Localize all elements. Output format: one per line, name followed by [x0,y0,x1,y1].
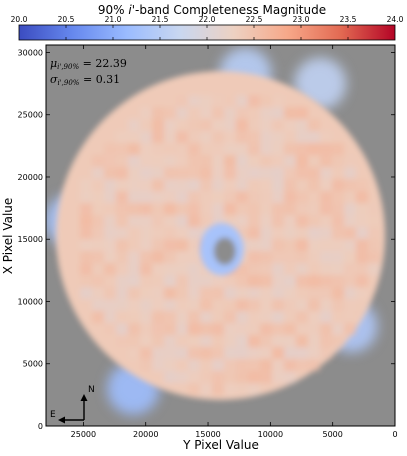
plot-area [46,45,395,426]
colorbar-tick-label: 20.0 [11,15,28,24]
y-tick-label: 20000 [18,173,43,182]
north-arrowhead-icon [80,394,88,401]
colorbar-tick-label: 23.0 [293,15,310,24]
stats-annotation: μi',90% = 22.39 σi',90% = 0.31 [50,57,127,87]
completeness-map [46,47,386,415]
x-tick-label: 25000 [71,430,96,439]
mu-annotation: μi',90% = 22.39 [50,57,127,71]
x-axis-label: Y Pixel Value [182,438,259,452]
x-axis: 25000 20000 15000 10000 5000 0 [71,45,398,439]
x-tick-label: 10000 [258,430,283,439]
colorbar-tick-label: 23.5 [340,15,357,24]
compass-north-label: N [88,385,95,395]
y-tick-label: 30000 [18,48,43,57]
x-tick-label: 20000 [133,430,158,439]
y-tick-label: 5000 [23,360,43,369]
central-hole [199,223,244,276]
colorbar-tick-label: 22.5 [246,15,263,24]
y-axis: 0 5000 10000 15000 20000 25000 30000 [18,48,395,431]
colorbar-tick-label: 22.0 [199,15,216,24]
compass: N E [50,385,95,424]
chart-title: 90% i'-band Completeness Magnitude [98,3,326,17]
colorbar: 20.0 20.5 21.0 21.5 22.0 22.5 23.0 23.5 24.0 [11,15,404,41]
hole-core [213,237,236,265]
disk-texture [79,95,380,396]
compass-east-label: E [50,410,56,420]
colorbar-tick-label: 24.0 [387,15,404,24]
colorbar-tick-label: 20.5 [58,15,75,24]
x-tick-label: 5000 [322,430,342,439]
x-tick-label: 0 [392,430,397,439]
plot-frame [45,44,396,427]
x-tick-label: 15000 [195,430,220,439]
y-axis-label: X Pixel Value [1,198,15,275]
east-arrowhead-icon [58,416,65,424]
y-tick-label: 15000 [18,235,43,244]
y-tick-label: 10000 [18,297,43,306]
colorbar-tick-label: 21.5 [152,15,169,24]
sigma-annotation: σi',90% = 0.31 [50,73,120,87]
y-tick-label: 0 [38,422,43,431]
y-tick-label: 25000 [18,111,43,120]
colorbar-tick-label: 21.0 [105,15,122,24]
